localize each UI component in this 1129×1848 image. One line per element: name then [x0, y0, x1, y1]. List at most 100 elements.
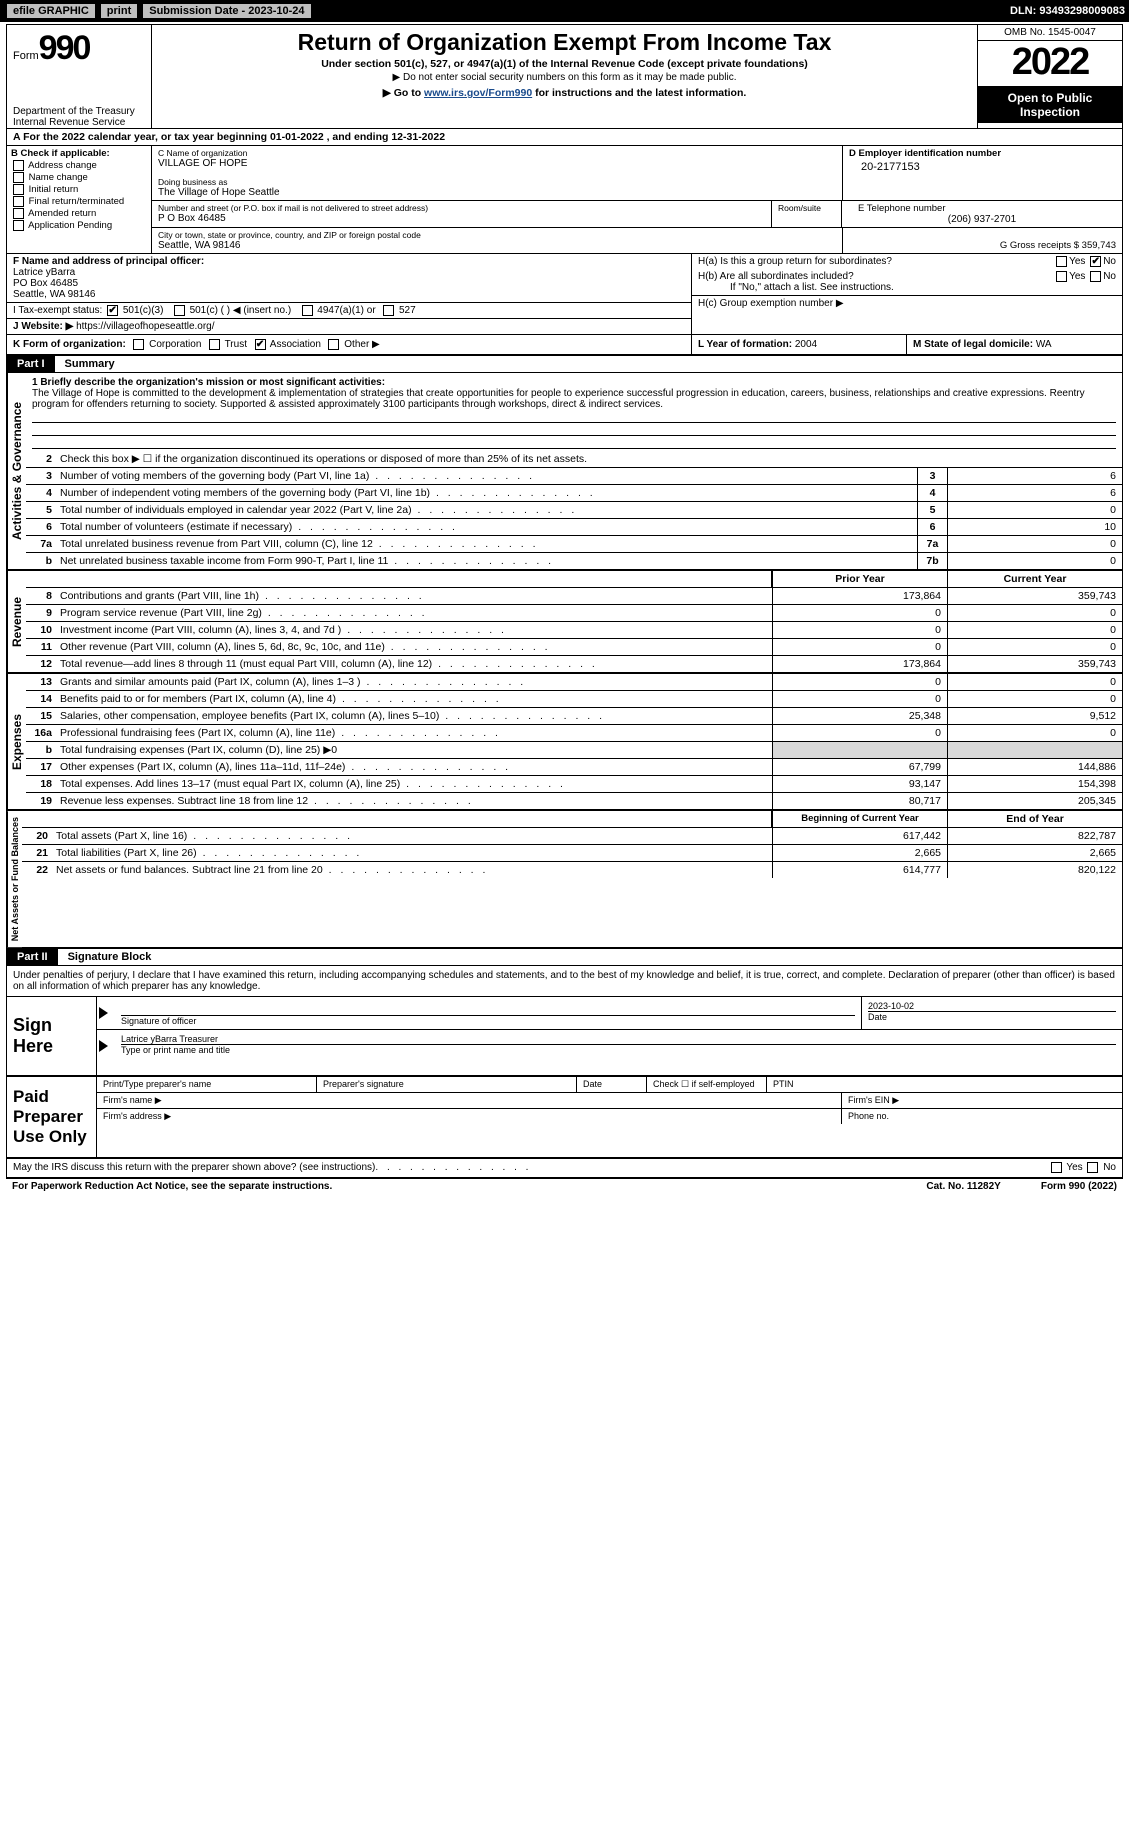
irs-discuss-no[interactable] [1087, 1162, 1098, 1173]
prior-year-value: 25,348 [772, 708, 947, 724]
pp-phone-label: Phone no. [842, 1109, 1122, 1124]
form-prefix: Form [13, 50, 39, 62]
chk-address-change[interactable]: Address change [11, 160, 147, 171]
l-label: L Year of formation: [698, 339, 792, 350]
current-year-value: 359,743 [947, 656, 1122, 672]
prior-year-value: 0 [772, 605, 947, 621]
chk-final-return[interactable]: Final return/terminated [11, 196, 147, 207]
line-value: 6 [947, 485, 1122, 501]
chk-corp[interactable] [133, 339, 144, 350]
perjury-declaration: Under penalties of perjury, I declare th… [7, 966, 1122, 997]
current-year-value: 0 [947, 605, 1122, 621]
line-num: 14 [26, 691, 56, 707]
part2-title: Signature Block [58, 949, 162, 965]
chk-527[interactable] [383, 305, 394, 316]
line-box-num: 3 [917, 468, 947, 484]
may-irs-discuss: May the IRS discuss this return with the… [13, 1162, 375, 1173]
line-box-num: 5 [917, 502, 947, 518]
part1-tag: Part I [7, 356, 55, 372]
open-line2: Inspection [978, 105, 1122, 119]
line-desc: Total revenue—add lines 8 through 11 (mu… [56, 656, 772, 672]
chk-trust[interactable] [209, 339, 220, 350]
prior-year-value: 0 [772, 691, 947, 707]
line-num: 20 [22, 828, 52, 844]
open-line1: Open to Public [978, 91, 1122, 105]
chk-other[interactable] [328, 339, 339, 350]
current-year-value: 0 [947, 674, 1122, 690]
city-value: Seattle, WA 98146 [158, 240, 836, 251]
line-desc: Total unrelated business revenue from Pa… [56, 536, 917, 552]
hb-label: H(b) Are all subordinates included? [698, 271, 854, 282]
irs-link[interactable]: www.irs.gov/Form990 [424, 87, 532, 99]
pp-name-label: Print/Type preparer's name [97, 1077, 317, 1092]
line-desc: Total liabilities (Part X, line 26) [52, 845, 772, 861]
line-box-num: 7b [917, 553, 947, 569]
pp-addr-label: Firm's address ▶ [97, 1109, 842, 1124]
ha-yes[interactable] [1056, 256, 1067, 267]
line-box-num: 6 [917, 519, 947, 535]
chk-initial-return[interactable]: Initial return [11, 184, 147, 195]
chk-application-pending[interactable]: Application Pending [11, 220, 147, 231]
lbl-4947: 4947(a)(1) or [317, 305, 375, 316]
dln-label: DLN: 93493298009083 [1010, 5, 1125, 17]
prior-year-value: 93,147 [772, 776, 947, 792]
prior-year-value: 0 [772, 622, 947, 638]
current-year-value: 0 [947, 622, 1122, 638]
ein-label: D Employer identification number [849, 148, 1116, 159]
line2: Check this box ▶ ☐ if the organization d… [56, 451, 1122, 467]
part1-header: Part I Summary [7, 356, 1122, 373]
line-num: 11 [26, 639, 56, 655]
line-num: 6 [26, 519, 56, 535]
hdr-curr: Current Year [947, 571, 1122, 587]
line-box-num: 4 [917, 485, 947, 501]
line-num: 16a [26, 725, 56, 741]
top-bar: efile GRAPHIC print Submission Date - 20… [0, 0, 1129, 22]
line-num: 15 [26, 708, 56, 724]
line-num: 19 [26, 793, 56, 809]
line-desc: Other expenses (Part IX, column (A), lin… [56, 759, 772, 775]
gross-value: 359,743 [1082, 240, 1116, 251]
line-value: 0 [947, 502, 1122, 518]
arrow-icon [99, 1040, 108, 1052]
line-desc: Investment income (Part VIII, column (A)… [56, 622, 772, 638]
line-value: 6 [947, 468, 1122, 484]
line-num: 3 [26, 468, 56, 484]
chk-501c3[interactable] [107, 305, 118, 316]
sig-name-value: Latrice yBarra Treasurer [121, 1034, 1116, 1044]
ha-label: H(a) Is this a group return for subordin… [698, 256, 892, 267]
paid-preparer-label: Paid Preparer Use Only [7, 1077, 97, 1157]
chk-assoc[interactable] [255, 339, 266, 350]
irs-discuss-yes[interactable] [1051, 1162, 1062, 1173]
addr-value: P O Box 46485 [158, 213, 765, 224]
hb-no[interactable] [1090, 271, 1101, 282]
current-year-value: 2,665 [947, 845, 1122, 861]
current-year-value: 205,345 [947, 793, 1122, 809]
chk-name-change[interactable]: Name change [11, 172, 147, 183]
line-num: 13 [26, 674, 56, 690]
current-year-value: 822,787 [947, 828, 1122, 844]
k-form-org: K Form of organization: Corporation Trus… [7, 335, 692, 354]
print-button[interactable]: print [100, 3, 138, 19]
open-to-public: Open to Public Inspection [978, 87, 1122, 123]
chk-amended[interactable]: Amended return [11, 208, 147, 219]
part1-title: Summary [55, 356, 125, 372]
chk-4947[interactable] [302, 305, 313, 316]
j-label: J Website: ▶ [13, 321, 73, 332]
chk-501c[interactable] [174, 305, 185, 316]
sig-name-label: Type or print name and title [121, 1044, 1116, 1055]
current-year-value: 0 [947, 691, 1122, 707]
prior-year-value: 617,442 [772, 828, 947, 844]
hb-yes[interactable] [1056, 271, 1067, 282]
form-number: 990 [39, 29, 90, 67]
dba-value: The Village of Hope Seattle [158, 187, 836, 198]
line-num: 5 [26, 502, 56, 518]
footer: For Paperwork Reduction Act Notice, see … [6, 1179, 1123, 1194]
hb-note: If "No," attach a list. See instructions… [698, 282, 894, 293]
entity-block: B Check if applicable: Address change Na… [7, 146, 1122, 254]
current-year-value: 144,886 [947, 759, 1122, 775]
ha-no[interactable] [1090, 256, 1101, 267]
line-num: b [26, 553, 56, 569]
line-desc: Total assets (Part X, line 16) [52, 828, 772, 844]
form-header: Form990 Department of the Treasury Inter… [7, 25, 1122, 129]
line-desc: Grants and similar amounts paid (Part IX… [56, 674, 772, 690]
